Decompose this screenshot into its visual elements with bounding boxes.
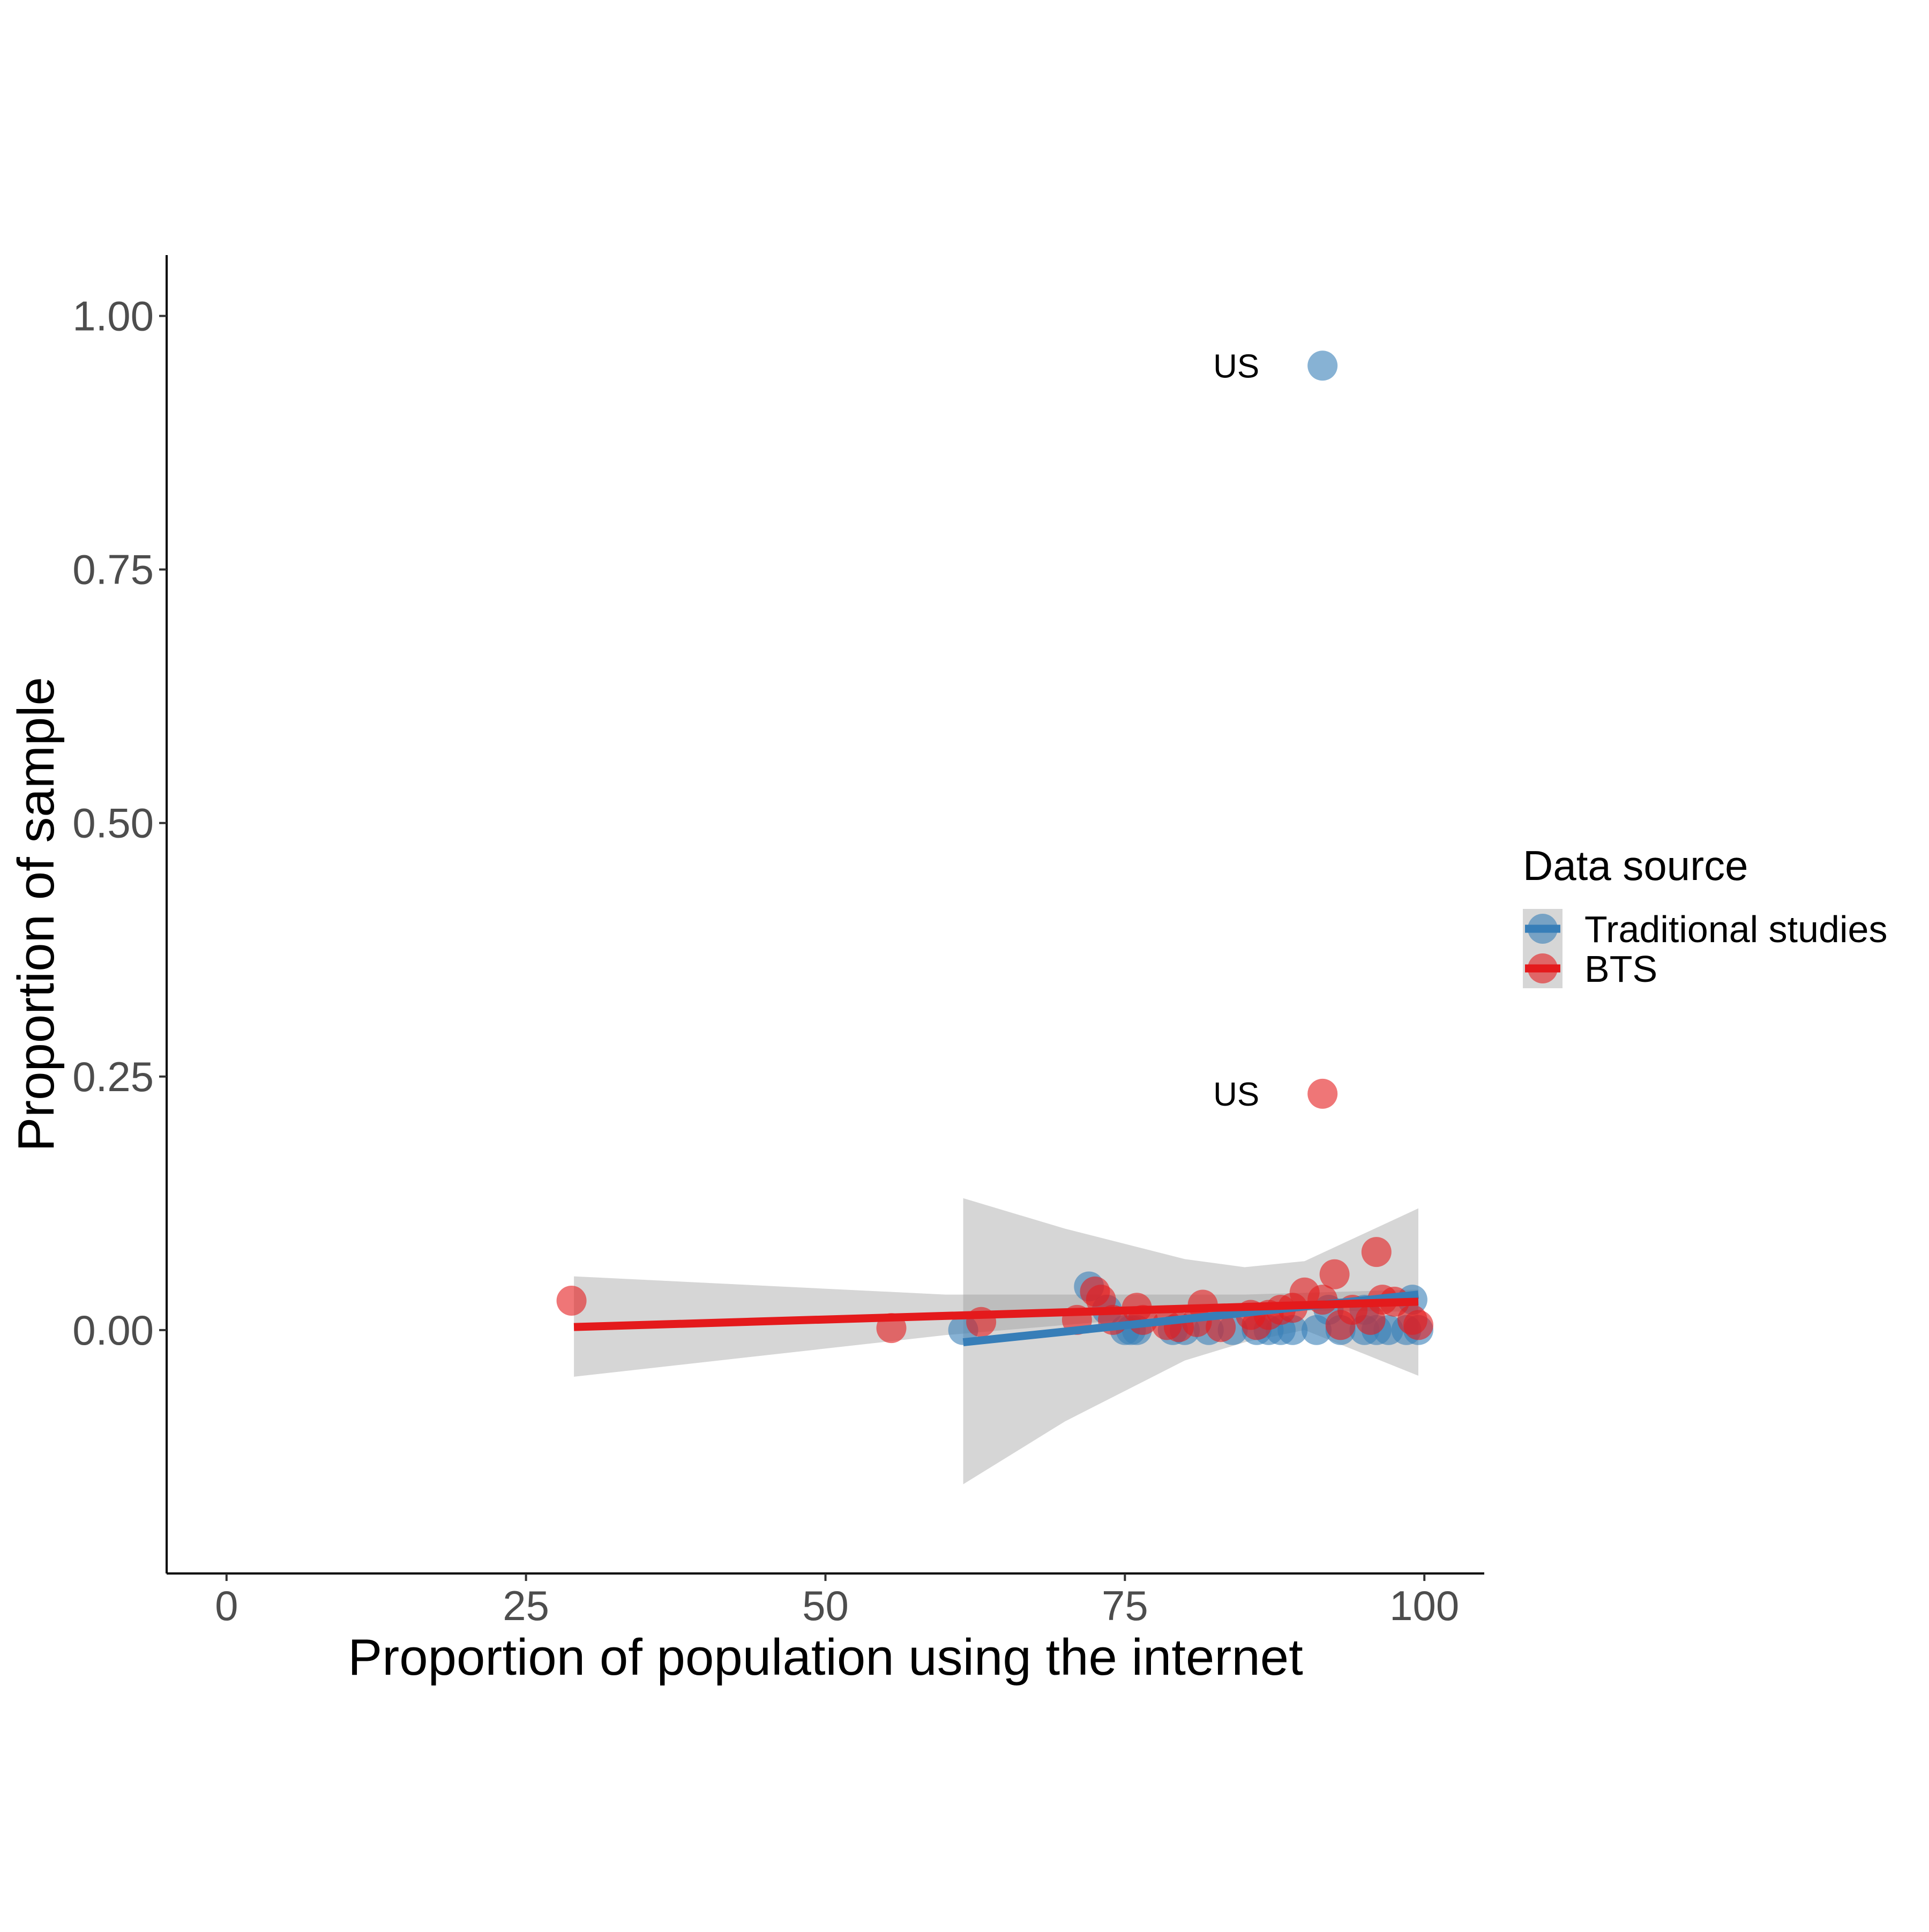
x-tick-label: 50 (802, 1582, 849, 1629)
point-bts (1361, 1237, 1392, 1267)
point-bts (556, 1286, 587, 1316)
point-bts (1403, 1310, 1433, 1340)
legend-title: Data source (1523, 842, 1748, 889)
point-labels: US US (1213, 348, 1259, 1113)
x-tick-label: 75 (1102, 1582, 1148, 1629)
y-ticks: 0.00 0.25 0.50 0.75 1.00 (72, 293, 167, 1354)
legend-label-bts: BTS (1584, 948, 1657, 990)
y-tick-label: 0.75 (72, 546, 154, 593)
fit-line-bts (573, 1297, 1419, 1331)
x-tick-label: 100 (1389, 1582, 1459, 1629)
x-axis-title: Proportion of population using the inter… (348, 1629, 1303, 1686)
x-tick-label: 25 (503, 1582, 549, 1629)
x-ticks: 0 25 50 75 100 (215, 1573, 1459, 1629)
y-axis-title: Proportion of sample (8, 677, 65, 1152)
point-traditional-studies (1307, 350, 1338, 381)
legend-label-traditional-studies: Traditional studies (1584, 908, 1887, 950)
point-label: US (1213, 348, 1259, 385)
data-points (556, 350, 1433, 1345)
y-tick-label: 0.25 (72, 1053, 154, 1100)
y-tick-label: 0.00 (72, 1307, 154, 1354)
x-tick-label: 0 (215, 1582, 238, 1629)
point-bts (1319, 1259, 1350, 1289)
point-label: US (1213, 1076, 1259, 1113)
y-tick-label: 1.00 (72, 293, 154, 340)
axes (166, 255, 1484, 1575)
fit-lines (573, 1291, 1419, 1347)
point-bts (1307, 1078, 1338, 1109)
y-tick-label: 0.50 (72, 800, 154, 847)
